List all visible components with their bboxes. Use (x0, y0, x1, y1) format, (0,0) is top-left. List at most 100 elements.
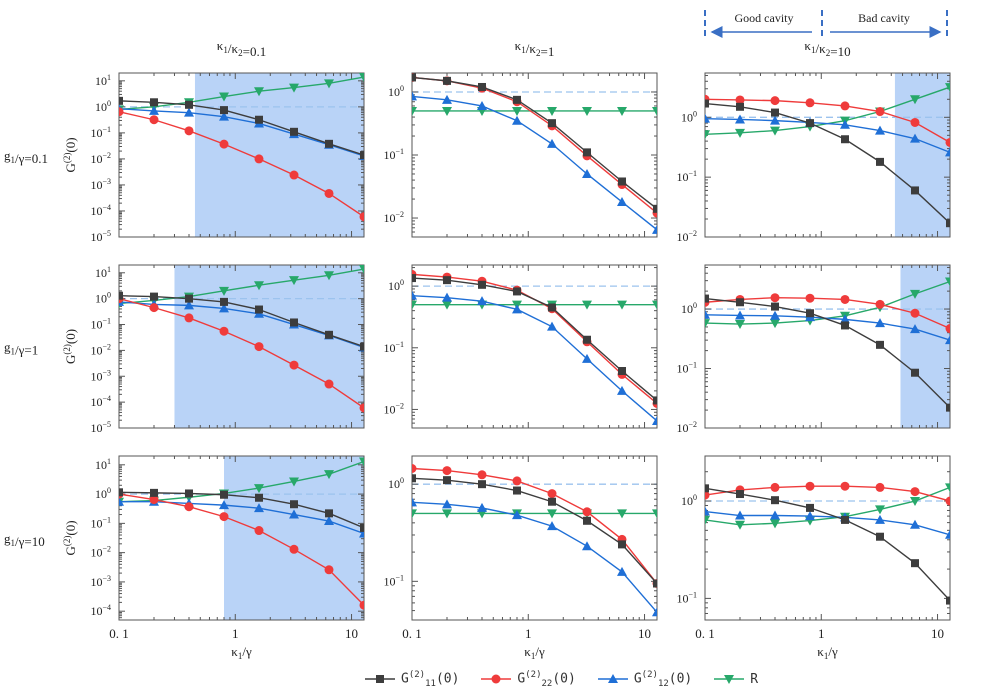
point-G11 (771, 496, 779, 505)
legend-swatch-G12 (597, 674, 628, 684)
point-R (412, 106, 417, 116)
point-G11 (185, 100, 193, 109)
point-R (652, 509, 657, 519)
point-G22 (149, 495, 159, 505)
y-tick-label: 10−2 (383, 401, 404, 416)
y-tick-label: 10−1 (383, 147, 404, 162)
series-line-G12 (412, 294, 657, 422)
row-label: g1/γ=0.1 (4, 148, 48, 166)
point-G22 (254, 154, 264, 164)
x-tick-label: 1 (525, 626, 532, 641)
point-G11 (119, 488, 123, 497)
point-G11 (220, 297, 228, 306)
point-G22 (770, 293, 780, 303)
marker-square (376, 675, 384, 684)
point-R (254, 87, 264, 97)
point-G12 (875, 318, 885, 328)
point-G11 (841, 321, 849, 330)
point-G12 (840, 119, 850, 129)
legend-swatch-R (714, 675, 745, 685)
point-R (324, 79, 334, 89)
point-G11 (150, 488, 158, 497)
y-tick-label: 101 (95, 73, 111, 88)
point-G22 (910, 117, 920, 127)
point-R (705, 515, 710, 525)
point-G12 (945, 335, 950, 345)
y-tick-label: 10−1 (676, 169, 697, 184)
point-R (735, 520, 745, 530)
series-line-G12 (705, 314, 950, 341)
y-tick-label: 100 (95, 99, 111, 114)
series-line-G22 (119, 111, 364, 218)
legend-item-G11: G(2)11(0) (365, 670, 459, 689)
point-G22 (805, 293, 815, 303)
series-line-G12 (412, 501, 657, 613)
point-G11 (946, 403, 950, 412)
series-line-G11 (412, 76, 657, 210)
point-G11 (325, 330, 333, 339)
point-R (945, 277, 950, 287)
plot-frame (411, 72, 658, 238)
x-axis-label: κ1/γ (231, 644, 252, 661)
x-tick-label: 1 (232, 626, 239, 641)
point-R (289, 276, 299, 286)
point-G11 (325, 509, 333, 518)
series-line-R (119, 268, 364, 305)
series-line-R (705, 486, 950, 526)
panel-r2-c0: 10−4 10−3 10−2 10−1 100 101 G(2)(0) 0. 1 1 10 κ1/γ (62, 455, 365, 661)
panel-r2-c1: 10−1 100 0. 1 1 10 κ1/γ (383, 455, 658, 661)
panel-r2-c2: 10−1 100 0. 1 1 10 κ1/γ (676, 455, 951, 661)
bad-cavity-shade (900, 265, 950, 428)
point-R (770, 126, 780, 136)
point-G22 (254, 526, 264, 536)
series-line-G22 (705, 485, 950, 502)
point-G22 (289, 170, 299, 180)
point-R (735, 320, 745, 330)
marker-triangle-down (724, 675, 735, 685)
panel-r1-c0: 10−5 10−4 10−3 10−2 10−1 100 101 G(2)(0) (62, 264, 365, 435)
point-G12 (119, 496, 124, 506)
point-G12 (547, 321, 557, 331)
point-G11 (255, 115, 263, 124)
point-R (770, 519, 780, 529)
point-G12 (149, 105, 159, 115)
point-G12 (477, 296, 487, 306)
x-tick-label: 10 (345, 626, 358, 641)
point-G11 (583, 516, 591, 525)
point-G12 (219, 303, 229, 313)
point-G11 (876, 340, 884, 349)
point-G11 (548, 497, 556, 506)
point-G11 (876, 532, 884, 541)
point-G11 (736, 298, 744, 307)
point-G11 (946, 596, 950, 605)
y-tick-label: 10−3 (90, 574, 111, 589)
y-tick-label: 100 (95, 486, 111, 501)
point-G12 (910, 324, 920, 334)
point-G12 (582, 541, 592, 551)
series-line-G11 (119, 100, 364, 156)
x-axis-label: κ1/γ (524, 644, 545, 661)
panel-r1-c1: 10−2 10−1 100 (383, 264, 658, 429)
point-R (442, 300, 452, 310)
point-G11 (290, 127, 298, 136)
point-G22 (910, 308, 920, 318)
point-G22 (875, 482, 885, 492)
point-R (442, 106, 452, 116)
point-R (705, 130, 710, 140)
point-G11 (736, 490, 744, 499)
y-tick-label: 10−2 (90, 151, 111, 166)
point-G12 (412, 497, 417, 507)
point-G11 (412, 474, 416, 483)
point-G12 (735, 114, 745, 124)
point-G22 (910, 487, 920, 497)
point-R (289, 477, 299, 487)
point-G11 (806, 503, 814, 512)
y-tick-label: 10−2 (676, 420, 697, 435)
point-G12 (652, 224, 657, 234)
point-G11 (653, 579, 657, 588)
legend-label: G(2)22(0) (517, 670, 576, 689)
series-line-G11 (705, 487, 950, 602)
point-G12 (617, 385, 627, 395)
point-G12 (254, 503, 264, 513)
